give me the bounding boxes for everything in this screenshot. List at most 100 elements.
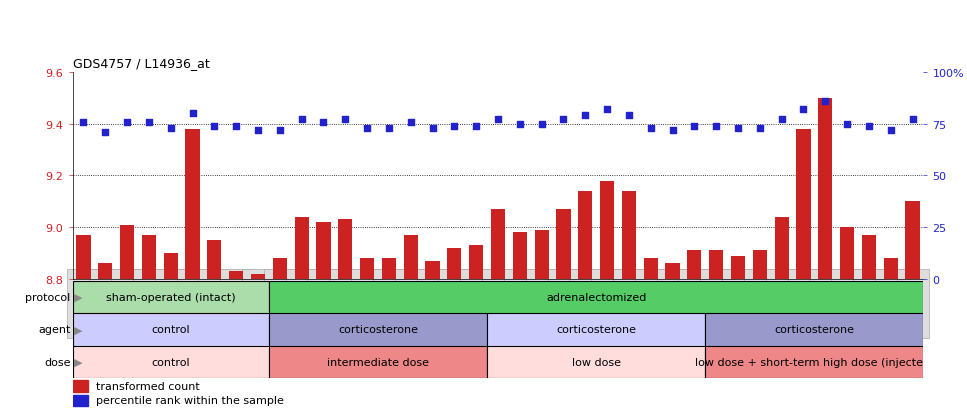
- Text: corticosterone: corticosterone: [556, 325, 636, 335]
- Point: [98, 129, 113, 136]
- Bar: [269, 313, 487, 346]
- Bar: [73, 281, 269, 313]
- Point: [75, 119, 91, 126]
- Text: dose: dose: [44, 357, 71, 367]
- Bar: [73, 380, 88, 392]
- Bar: [269, 346, 487, 378]
- Text: transformed count: transformed count: [97, 381, 200, 391]
- Text: corticosterone: corticosterone: [338, 325, 418, 335]
- Point: [774, 117, 789, 123]
- Bar: [403, 235, 418, 279]
- Bar: [905, 202, 920, 279]
- Bar: [382, 259, 396, 279]
- Bar: [775, 217, 789, 279]
- Bar: [556, 209, 571, 279]
- Text: adrenalectomized: adrenalectomized: [546, 292, 646, 302]
- Text: protocol: protocol: [25, 292, 71, 302]
- Text: sham-operated (intact): sham-operated (intact): [106, 292, 236, 302]
- Bar: [705, 346, 923, 378]
- Bar: [600, 181, 614, 279]
- Point: [730, 125, 746, 132]
- Bar: [797, 129, 810, 279]
- Point: [163, 125, 179, 132]
- Bar: [316, 223, 331, 279]
- Point: [556, 117, 571, 123]
- Text: agent: agent: [39, 325, 71, 335]
- Point: [425, 125, 440, 132]
- Bar: [120, 225, 134, 279]
- Text: ▶: ▶: [74, 325, 83, 335]
- Text: GDS4757 / L14936_at: GDS4757 / L14936_at: [73, 57, 209, 70]
- Bar: [818, 98, 833, 279]
- Bar: [73, 346, 269, 378]
- Point: [185, 111, 200, 117]
- Text: ▶: ▶: [74, 357, 83, 367]
- Point: [513, 121, 528, 128]
- Point: [534, 121, 549, 128]
- Bar: [862, 235, 876, 279]
- Bar: [273, 259, 287, 279]
- Point: [447, 123, 462, 130]
- Text: ▶: ▶: [74, 292, 83, 302]
- Text: corticosterone: corticosterone: [775, 325, 855, 335]
- Bar: [99, 264, 112, 279]
- Point: [577, 113, 593, 119]
- Point: [883, 127, 898, 134]
- Point: [272, 127, 287, 134]
- Point: [360, 125, 375, 132]
- Point: [315, 119, 331, 126]
- Bar: [535, 230, 548, 279]
- Bar: [688, 251, 701, 279]
- Bar: [884, 259, 897, 279]
- Point: [381, 125, 396, 132]
- Point: [665, 127, 681, 134]
- Bar: [491, 209, 505, 279]
- Text: low dose: low dose: [571, 357, 621, 367]
- Bar: [731, 256, 746, 279]
- Point: [490, 117, 506, 123]
- Bar: [76, 235, 91, 279]
- Point: [752, 125, 768, 132]
- Point: [709, 123, 724, 130]
- Text: low dose + short-term high dose (injected): low dose + short-term high dose (injecte…: [694, 357, 934, 367]
- Bar: [186, 129, 199, 279]
- Bar: [269, 281, 923, 313]
- Bar: [752, 251, 767, 279]
- Bar: [644, 259, 658, 279]
- Bar: [250, 274, 265, 279]
- Point: [796, 107, 811, 113]
- Point: [643, 125, 659, 132]
- Text: intermediate dose: intermediate dose: [327, 357, 429, 367]
- Bar: [163, 254, 178, 279]
- Point: [250, 127, 266, 134]
- Point: [119, 119, 134, 126]
- Bar: [73, 313, 269, 346]
- Point: [687, 123, 702, 130]
- Bar: [229, 271, 244, 279]
- Point: [207, 123, 222, 130]
- Bar: [360, 259, 374, 279]
- Text: control: control: [152, 325, 190, 335]
- Bar: [487, 313, 705, 346]
- Bar: [840, 228, 854, 279]
- Bar: [665, 264, 680, 279]
- Point: [817, 98, 833, 105]
- Point: [600, 107, 615, 113]
- Bar: [469, 246, 484, 279]
- Point: [468, 123, 484, 130]
- Bar: [709, 251, 723, 279]
- Point: [862, 123, 877, 130]
- Point: [403, 119, 419, 126]
- Bar: [622, 191, 636, 279]
- Bar: [142, 235, 156, 279]
- Point: [294, 117, 309, 123]
- Bar: [513, 233, 527, 279]
- Bar: [487, 346, 705, 378]
- Bar: [578, 191, 593, 279]
- Point: [905, 117, 921, 123]
- Bar: [448, 248, 461, 279]
- Text: percentile rank within the sample: percentile rank within the sample: [97, 396, 284, 406]
- Point: [141, 119, 157, 126]
- Bar: [73, 395, 88, 406]
- Point: [337, 117, 353, 123]
